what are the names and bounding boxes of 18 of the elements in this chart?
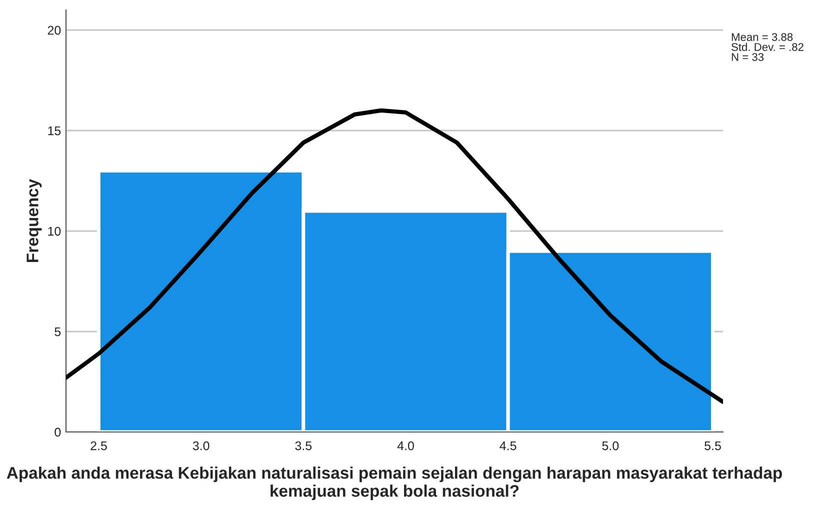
x-tick-label: 4.0 <box>397 441 414 450</box>
x-tick-label: 2.5 <box>90 441 107 450</box>
x-axis-title: Apakah anda merasa Kebijakan naturalisasi pemain sejalan dengan harapan masyarakat terhadap kemajuan sepak bola nasional? <box>6 466 782 500</box>
y-tick-label: 15 <box>48 126 61 136</box>
text: Mean = 3.88 <box>732 33 793 41</box>
text: Std. Dev. = .82 <box>732 42 804 51</box>
x-tick-label: 4.5 <box>500 441 516 450</box>
line-series <box>66 108 723 404</box>
x-tick-label: 3.5 <box>295 441 312 450</box>
x-tick-label: 3.0 <box>192 441 210 450</box>
y-tick-label: 20 <box>48 26 61 35</box>
y-axis-title: Frequency <box>26 178 42 262</box>
y-tick-label: 5 <box>54 327 61 336</box>
x-tick-label: 5.0 <box>602 441 619 450</box>
y-tick-label: 0 <box>54 428 61 437</box>
y-tick-label: 10 <box>48 226 61 236</box>
x-tick-label: 5.5 <box>704 441 721 450</box>
text: N = 33 <box>732 53 764 61</box>
